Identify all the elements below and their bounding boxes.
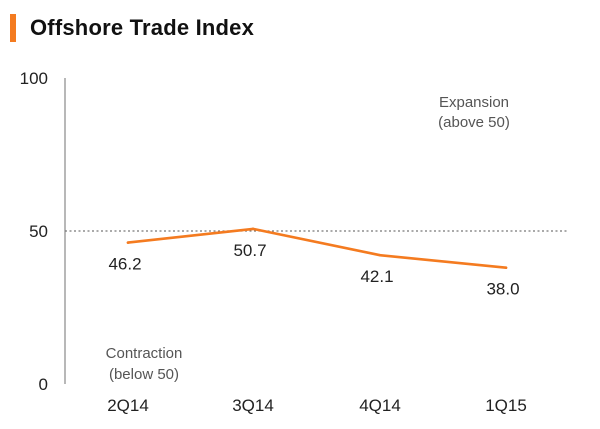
y-tick-label: 100 xyxy=(20,69,48,88)
data-point xyxy=(126,241,130,244)
x-tick-label: 1Q15 xyxy=(485,396,527,415)
data-label: 42.1 xyxy=(360,267,393,286)
expansion-annotation: Expansion xyxy=(439,94,509,111)
x-tick-label: 2Q14 xyxy=(107,396,149,415)
x-tick-label: 4Q14 xyxy=(359,396,401,415)
chart-title: Offshore Trade Index xyxy=(30,15,255,40)
data-point xyxy=(378,253,382,257)
data-label: 46.2 xyxy=(108,255,141,274)
data-point xyxy=(504,266,508,270)
title-accent-bar xyxy=(10,14,16,42)
y-tick-label: 50 xyxy=(29,222,48,241)
data-point xyxy=(251,227,255,231)
series-line xyxy=(126,227,508,270)
data-label: 38.0 xyxy=(486,280,519,299)
expansion-annotation: (above 50) xyxy=(438,114,510,131)
contraction-annotation: Contraction xyxy=(106,345,183,362)
data-label: 50.7 xyxy=(233,241,266,260)
contraction-annotation: (below 50) xyxy=(109,366,179,383)
x-tick-label: 3Q14 xyxy=(232,396,274,415)
y-tick-label: 0 xyxy=(39,375,48,394)
